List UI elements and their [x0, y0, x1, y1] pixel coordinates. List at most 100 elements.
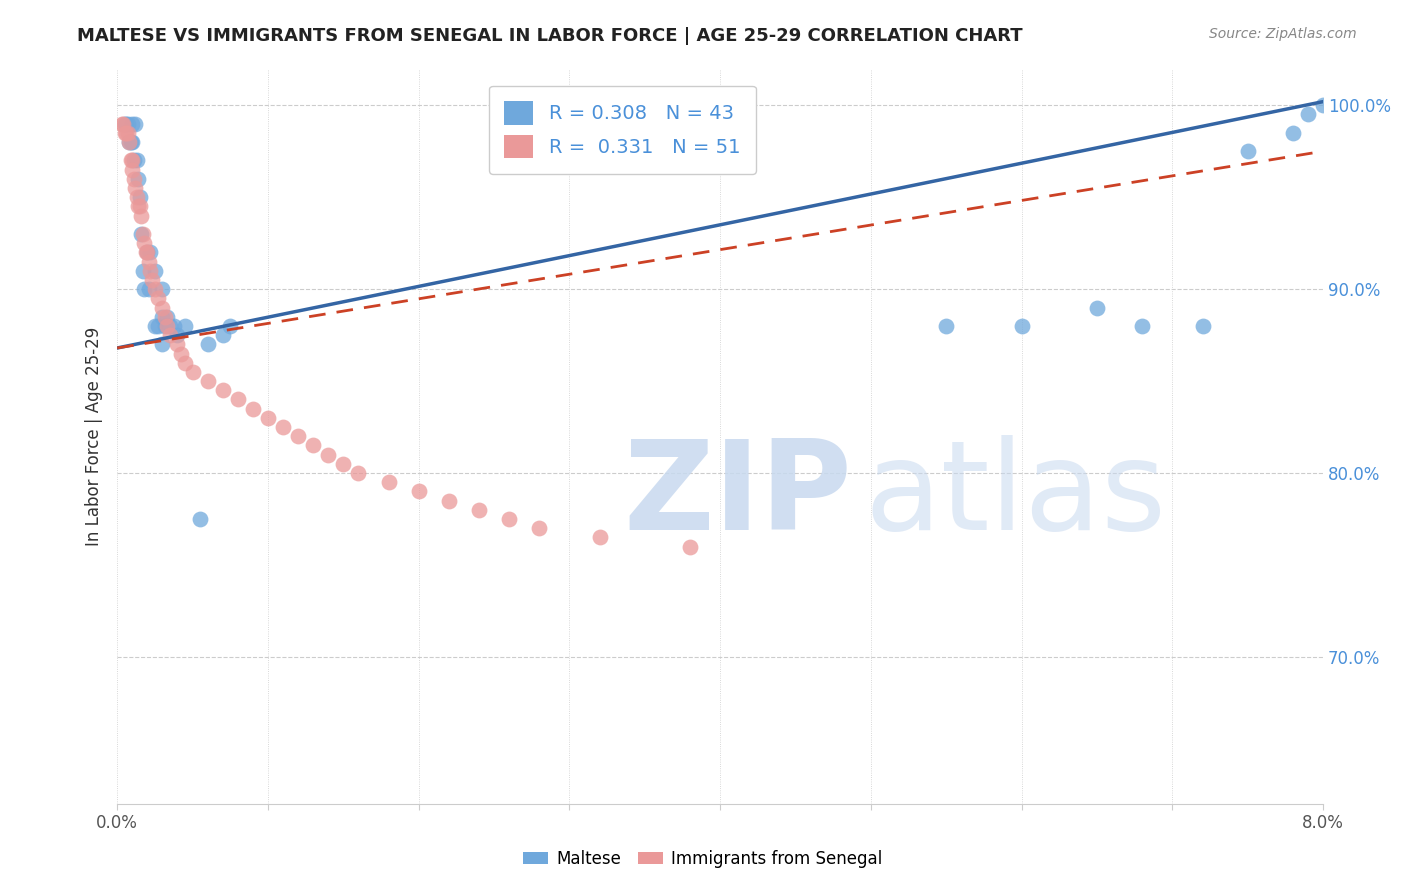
Legend: Maltese, Immigrants from Senegal: Maltese, Immigrants from Senegal — [516, 844, 890, 875]
Point — [468, 503, 491, 517]
Text: atlas: atlas — [865, 434, 1167, 556]
Point — [121, 117, 143, 131]
Point — [1282, 126, 1305, 140]
Point — [174, 356, 197, 370]
Point — [127, 171, 149, 186]
Point — [138, 282, 160, 296]
Text: MALTESE VS IMMIGRANTS FROM SENEGAL IN LABOR FORCE | AGE 25-29 CORRELATION CHART: MALTESE VS IMMIGRANTS FROM SENEGAL IN LA… — [77, 27, 1024, 45]
Point — [156, 310, 179, 324]
Point — [125, 153, 148, 168]
Point — [121, 162, 143, 177]
Text: ZIP: ZIP — [624, 434, 852, 556]
Point — [136, 245, 159, 260]
Point — [152, 301, 174, 315]
Point — [166, 328, 188, 343]
Point — [437, 493, 460, 508]
Point — [131, 209, 153, 223]
Point — [498, 512, 520, 526]
Point — [588, 530, 610, 544]
Point — [257, 410, 280, 425]
Point — [125, 190, 148, 204]
Point — [152, 310, 174, 324]
Point — [122, 153, 145, 168]
Point — [159, 328, 181, 343]
Point — [121, 135, 143, 149]
Point — [117, 117, 139, 131]
Point — [155, 318, 177, 333]
Point — [128, 199, 150, 213]
Point — [121, 153, 143, 168]
Point — [115, 126, 138, 140]
Point — [122, 171, 145, 186]
Point — [146, 291, 169, 305]
Point — [377, 475, 399, 490]
Point — [146, 318, 169, 333]
Point — [152, 282, 174, 296]
Point — [136, 245, 159, 260]
Point — [118, 135, 141, 149]
Point — [188, 512, 211, 526]
Point — [127, 199, 149, 213]
Point — [124, 181, 146, 195]
Point — [131, 227, 153, 241]
Point — [128, 190, 150, 204]
Point — [1296, 107, 1319, 121]
Point — [181, 365, 204, 379]
Point — [271, 420, 294, 434]
Point — [120, 153, 142, 168]
Point — [163, 318, 186, 333]
Point — [1130, 318, 1153, 333]
Point — [135, 245, 157, 260]
Point — [347, 466, 370, 480]
Point — [302, 438, 325, 452]
Point — [112, 117, 135, 131]
Point — [132, 227, 155, 241]
Point — [1312, 98, 1334, 112]
Point — [1191, 318, 1213, 333]
Point — [141, 273, 163, 287]
Point — [174, 318, 197, 333]
Point — [118, 135, 141, 149]
Point — [211, 328, 233, 343]
Point — [143, 318, 166, 333]
Point — [219, 318, 242, 333]
Point — [159, 318, 181, 333]
Point — [155, 310, 177, 324]
Point — [211, 384, 233, 398]
Legend: R = 0.308   N = 43, R =  0.331   N = 51: R = 0.308 N = 43, R = 0.331 N = 51 — [489, 86, 756, 174]
Point — [152, 337, 174, 351]
Point — [529, 521, 551, 535]
Point — [408, 484, 430, 499]
Point — [156, 318, 179, 333]
Point — [679, 540, 702, 554]
Point — [139, 245, 162, 260]
Point — [169, 346, 191, 360]
Point — [132, 264, 155, 278]
Point — [316, 448, 339, 462]
Point — [935, 318, 957, 333]
Point — [197, 374, 219, 388]
Point — [143, 282, 166, 296]
Point — [1236, 145, 1258, 159]
Point — [242, 401, 264, 416]
Point — [139, 264, 162, 278]
Point — [134, 282, 156, 296]
Point — [134, 236, 156, 251]
Text: Source: ZipAtlas.com: Source: ZipAtlas.com — [1209, 27, 1357, 41]
Point — [197, 337, 219, 351]
Y-axis label: In Labor Force | Age 25-29: In Labor Force | Age 25-29 — [86, 326, 103, 546]
Point — [143, 264, 166, 278]
Point — [1011, 318, 1033, 333]
Point — [114, 126, 136, 140]
Point — [226, 392, 249, 407]
Point — [120, 135, 142, 149]
Point — [111, 117, 134, 131]
Point — [115, 117, 138, 131]
Point — [332, 457, 354, 471]
Point — [124, 117, 146, 131]
Point — [166, 337, 188, 351]
Point — [117, 126, 139, 140]
Point — [138, 254, 160, 268]
Point — [114, 117, 136, 131]
Point — [1085, 301, 1108, 315]
